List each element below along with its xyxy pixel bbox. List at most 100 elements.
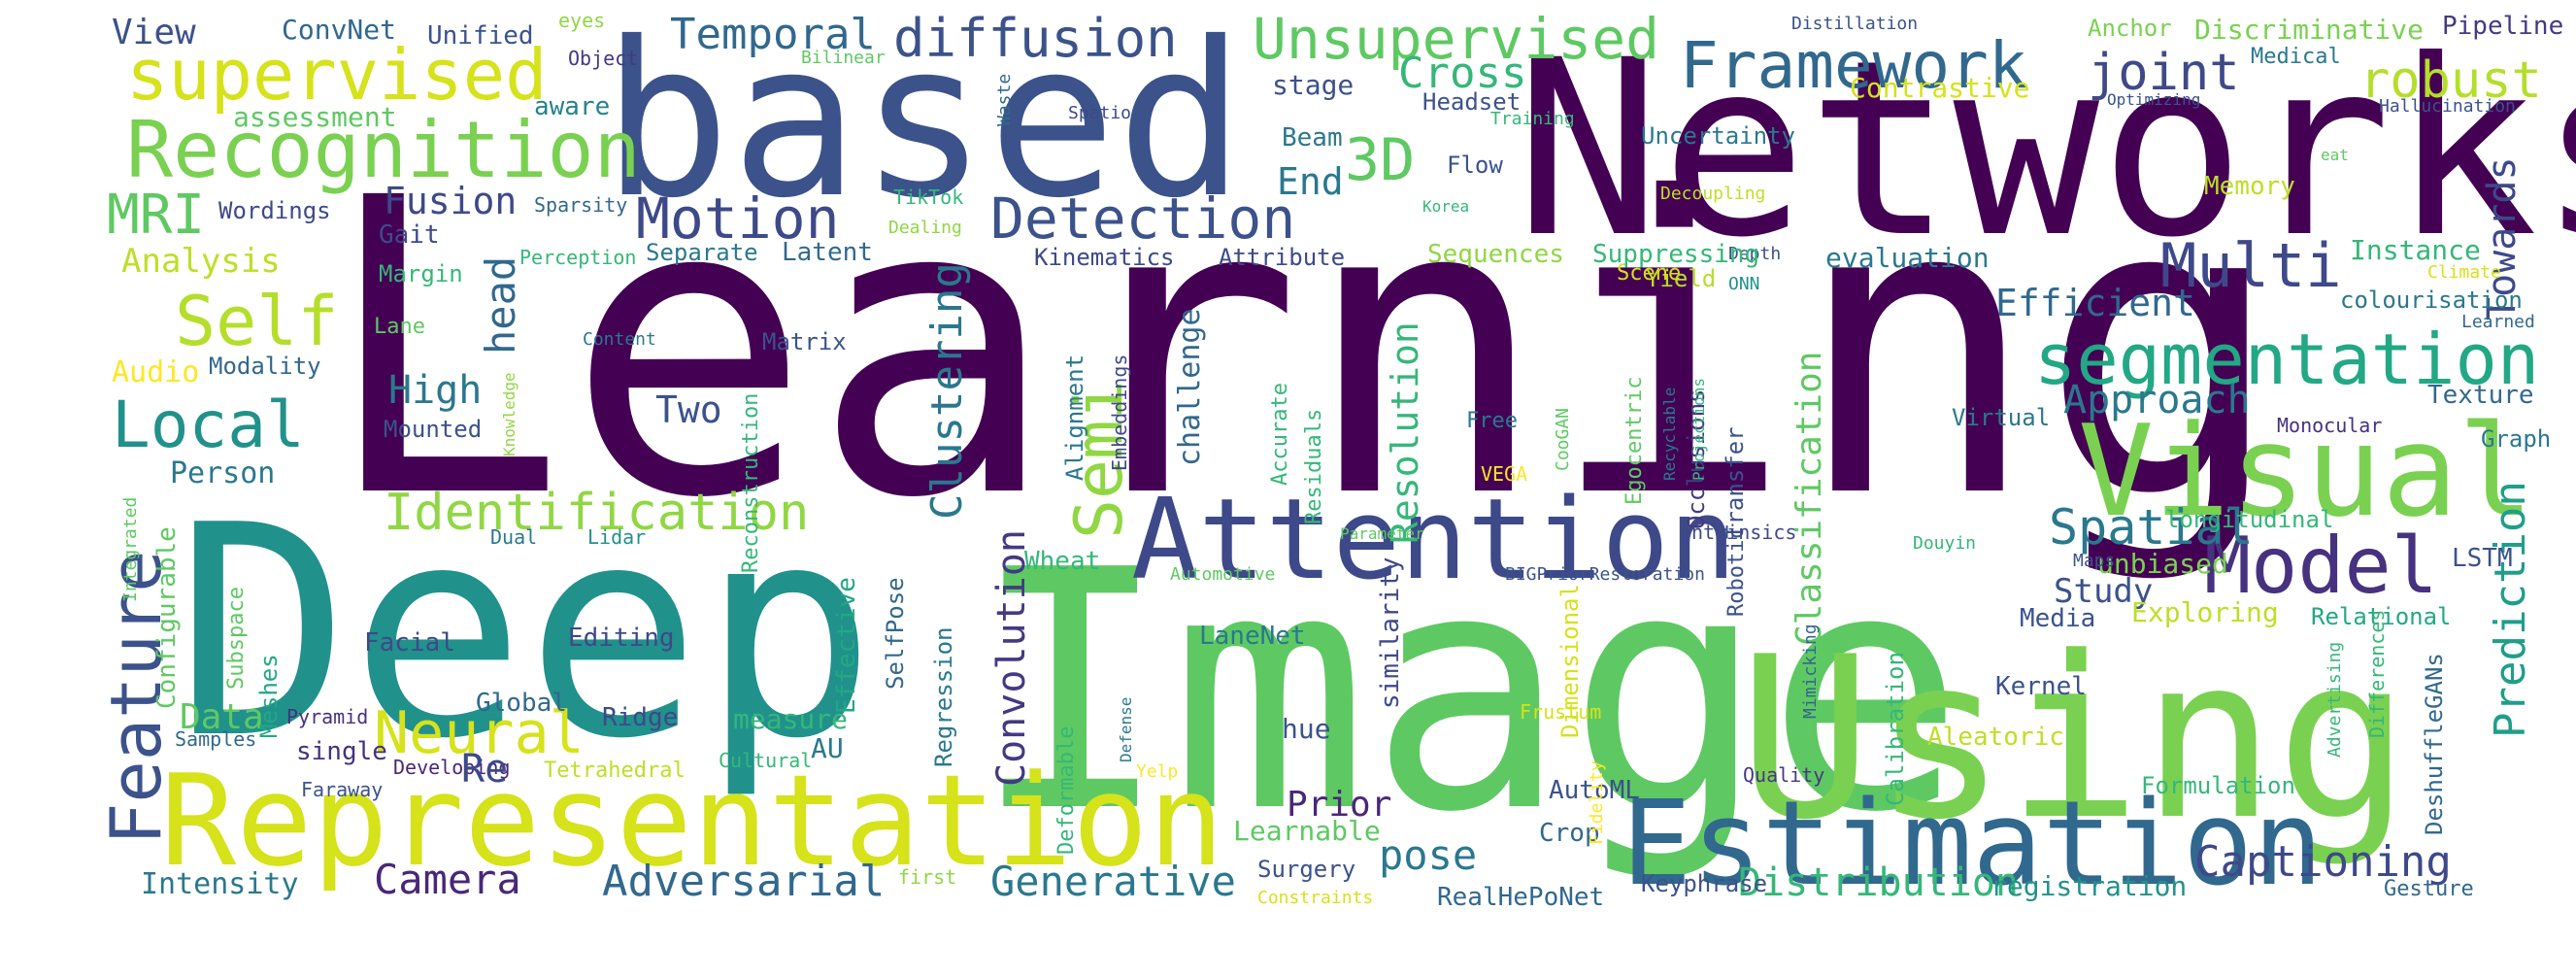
word-mounted: Mounted — [384, 416, 482, 443]
word-frustum: Frustum — [1520, 700, 1601, 724]
word-person: Person — [170, 456, 275, 490]
word-convnet: ConvNet — [282, 14, 396, 46]
word-generative: Generative — [990, 858, 1236, 905]
word-challenge: challenge — [1173, 308, 1207, 466]
word-facial: Facial — [364, 628, 455, 658]
word-reconstruction: Reconstruction — [739, 393, 763, 573]
word-captioning: Captioning — [2194, 837, 2452, 887]
word-longitudinal: longitudinal — [2165, 506, 2333, 533]
word-head: head — [477, 256, 524, 354]
word-content: Content — [583, 329, 656, 350]
word-learning: Learning — [320, 113, 2285, 588]
word-based: based — [602, 0, 1245, 245]
word-data: Data — [180, 697, 264, 737]
word-aleatoric: Aleatoric — [1927, 723, 2064, 752]
word-lane: Lane — [374, 315, 425, 339]
word-recyclable: Recyclable — [1660, 388, 1679, 481]
word-decoupling: Decoupling — [1660, 184, 1765, 204]
word-modality: Modality — [209, 353, 321, 380]
word-end: End — [1277, 160, 1344, 203]
word-joint: joint — [2088, 44, 2240, 102]
word-dimensional: Dimensional — [1556, 584, 1584, 738]
word-temporal: Temporal — [670, 10, 876, 59]
word-3d: 3D — [1345, 126, 1415, 194]
word-prior: Prior — [1287, 785, 1391, 825]
word-networks: Networks — [1515, 8, 2576, 290]
word-au: AU — [811, 732, 844, 764]
word-automotive: Automotive — [1170, 564, 1275, 585]
word-depth: Depth — [1728, 244, 1781, 264]
word-unsupervised: Unsupervised — [1253, 6, 1659, 72]
word-model: Model — [2204, 521, 2438, 611]
word-identification: Identification — [384, 484, 809, 542]
word-sparsity: Sparsity — [534, 193, 627, 217]
word-re: Re — [461, 747, 508, 792]
word-surgery: Surgery — [1257, 856, 1355, 883]
word-convolution: Convolution — [989, 529, 1034, 787]
word-cultural: Cultural — [719, 749, 812, 772]
word-feature: Feature — [95, 551, 177, 845]
word-using: Using — [1738, 610, 2410, 869]
word-stage: stage — [1272, 69, 1354, 101]
word-knowledge: Knowledge — [500, 372, 519, 456]
word-fusion: Fusion — [384, 180, 517, 222]
word-parameter: Parameter — [1340, 524, 1424, 543]
word-instance: Instance — [2350, 234, 2481, 266]
word-formulation: Formulation — [2141, 772, 2295, 799]
word-yield: Yield — [1646, 265, 1716, 292]
word-graph: Graph — [2481, 425, 2551, 453]
word-alignment: Alignment — [1061, 354, 1088, 481]
word-sequences: Sequences — [1427, 240, 1564, 269]
word-waste: Waste — [994, 74, 1015, 126]
word-kinematics: Kinematics — [1034, 244, 1175, 271]
word-gesture: Gesture — [2384, 877, 2474, 901]
word-learned: Learned — [2461, 312, 2535, 332]
word-attribute: Attribute — [1219, 244, 1345, 271]
word-measure: measure — [733, 703, 848, 735]
word-gait: Gait — [379, 220, 440, 250]
word-high: High — [388, 368, 482, 413]
word-segmentation: segmentation — [2034, 319, 2539, 400]
word-deshufflegans: DeshuffleGANs — [2421, 653, 2448, 835]
word-lstm: LSTM — [2452, 544, 2513, 573]
word-lanenet: LaneNet — [1199, 622, 1306, 651]
word-representation: Representation — [160, 747, 1224, 894]
word-embeddings: Embeddings — [1108, 354, 1131, 471]
word-estimation: Estimation — [1622, 777, 2323, 912]
word-wordings: Wordings — [218, 197, 331, 224]
word-quality: Quality — [1743, 763, 1824, 787]
word-aware: aware — [534, 92, 610, 121]
word-semi: Semi — [1061, 380, 1138, 539]
word-towards: Towards — [2480, 156, 2525, 320]
word-beam: Beam — [1282, 123, 1343, 152]
word-distillation: Distillation — [1791, 14, 1918, 34]
word-ridge: Ridge — [602, 703, 678, 732]
word-yelp: Yelp — [1136, 761, 1178, 782]
word-bilinear: Bilinear — [801, 48, 886, 68]
word-korea: Korea — [1422, 197, 1469, 216]
word-matrix: Matrix — [762, 328, 847, 355]
word-fidelity: Fidelity — [1587, 760, 1607, 845]
word-transfer: Transfer — [1722, 426, 1749, 539]
word-dual: Dual — [490, 525, 537, 549]
word-prediction: Prediction — [2486, 481, 2535, 738]
word-headset: Headset — [1422, 88, 1521, 116]
word-automl: AutoML — [1549, 776, 1640, 805]
word-crop: Crop — [1539, 819, 1600, 848]
word-selfpose: SelfPose — [882, 577, 909, 690]
word-meshes: Meshes — [255, 654, 283, 738]
word-similarity: similarity — [1376, 556, 1405, 709]
word-suppressing: Suppressing — [1592, 240, 1759, 269]
word-adversarial: Adversarial — [602, 857, 885, 906]
word-constraints: Constraints — [1257, 888, 1373, 908]
word-realheponet: RealHePoNet — [1437, 883, 1604, 912]
word-classification: Classification — [1790, 352, 1829, 646]
word-bigpriorrestoration: BIGPriorRestoration — [1505, 564, 1705, 585]
word-mimicking: Mimicking — [1800, 624, 1821, 719]
word-motion: Motion — [636, 185, 840, 252]
word-scene: Scene — [1617, 261, 1681, 286]
word-unified: Unified — [427, 21, 534, 51]
word-wheat: Wheat — [1024, 547, 1100, 576]
